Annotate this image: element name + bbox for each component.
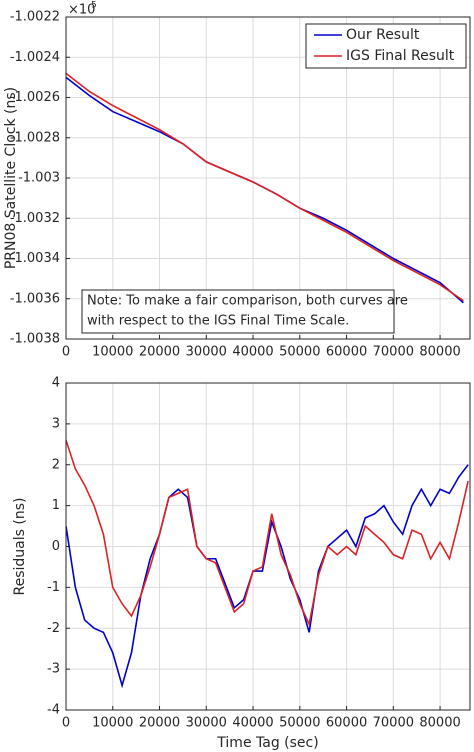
y-tick-label: -1.0026 — [10, 90, 60, 105]
annotation-box — [81, 289, 395, 334]
x-tick-label: 30000 — [186, 345, 227, 360]
y-tick-label: 0 — [52, 539, 60, 554]
series-line — [66, 72, 464, 302]
y-tick-label: -1.0034 — [10, 251, 60, 266]
x-tick-label: 80000 — [419, 716, 460, 731]
y-tick-label: 3 — [52, 416, 60, 431]
y-tick-label: 1 — [52, 498, 60, 513]
annotation-text: Note: To make a fair comparison, both cu… — [87, 294, 408, 309]
annotation-text: with respect to the IGS Final Time Scale… — [87, 314, 349, 329]
legend-label: IGS Final Result — [346, 48, 455, 64]
x-tick-label: 10000 — [92, 345, 133, 360]
y-tick-label: -1.0036 — [10, 291, 60, 306]
y-tick-label: -1.0028 — [10, 130, 60, 145]
x-tick-label: 20000 — [139, 345, 180, 360]
y-tick-label: 4 — [52, 376, 60, 391]
x-tick-label: 50000 — [279, 716, 320, 731]
x-tick-label: 60000 — [326, 345, 367, 360]
x-axis-label: Time Tag (sec) — [216, 735, 318, 751]
y-tick-label: -1.0038 — [10, 332, 60, 347]
y-tick-label: -1 — [47, 580, 60, 595]
y-tick-label: -3 — [47, 662, 60, 677]
y-tick-label: 2 — [52, 457, 60, 472]
plot-lines — [66, 72, 464, 304]
series-line — [66, 464, 469, 689]
x-tick-label: 60000 — [326, 716, 367, 731]
axis-multiplier: ×10 — [68, 3, 95, 18]
x-tick-label: 50000 — [279, 345, 320, 360]
y-tick-label: -1.0032 — [10, 211, 60, 226]
legend-box — [305, 23, 467, 69]
plot-frame — [65, 16, 471, 340]
x-tick-label: 10000 — [92, 716, 133, 731]
x-tick-label: 40000 — [232, 345, 273, 360]
y-tick-label: -4 — [47, 703, 60, 718]
x-tick-label: 30000 — [186, 716, 227, 731]
x-tick-label: 0 — [62, 345, 70, 360]
x-tick-label: 80000 — [419, 345, 460, 360]
axis-multiplier-exponent: 5 — [91, 1, 97, 11]
x-tick-label: 0 — [62, 716, 70, 731]
series-line — [66, 439, 469, 627]
plot-lines — [66, 439, 469, 689]
y-tick-label: -2 — [47, 621, 60, 636]
x-tick-label: 20000 — [139, 716, 180, 731]
y-axis-label: Residuals (ns) — [12, 498, 28, 596]
plot-frame — [65, 382, 471, 711]
y-tick-label: -1.0022 — [10, 10, 60, 25]
x-tick-label: 40000 — [232, 716, 273, 731]
x-tick-label: 70000 — [373, 345, 414, 360]
y-tick-label: -1.0024 — [10, 50, 60, 65]
y-tick-label: -1.003 — [18, 171, 60, 186]
legend-label: Our Result — [346, 27, 420, 43]
x-tick-label: 70000 — [373, 716, 414, 731]
y-axis-label: PRN08 Satellite Clock (ns) — [3, 87, 19, 269]
